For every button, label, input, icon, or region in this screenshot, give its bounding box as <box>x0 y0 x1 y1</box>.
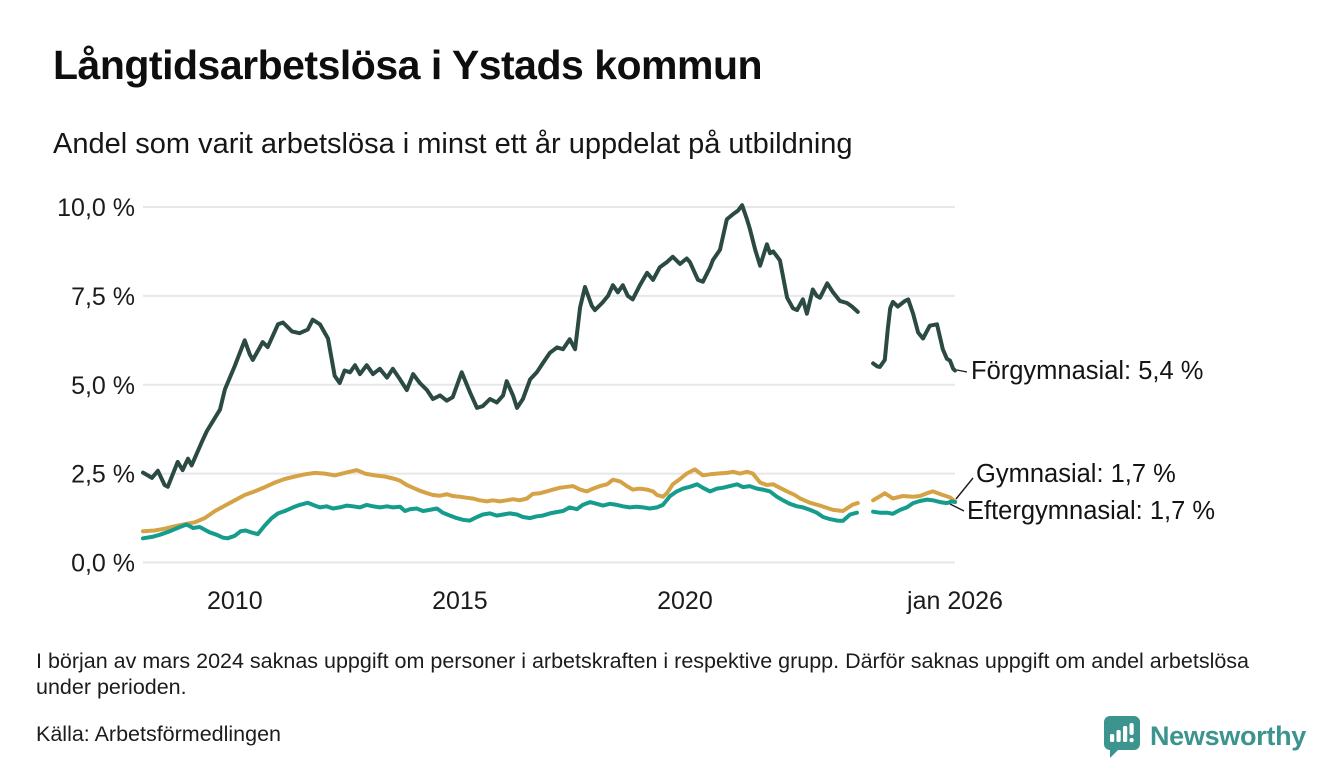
newsworthy-logo-icon <box>1103 716 1140 758</box>
y-axis-tick-label: 7,5 % <box>71 283 135 311</box>
annotation-connector <box>956 369 968 373</box>
series-end-label-eftergymnasial: Eftergymnasial: 1,7 % <box>967 497 1215 525</box>
x-axis-tick-label: 2015 <box>432 587 488 615</box>
page-subtitle: Andel som varit arbetslösa i minst ett å… <box>53 128 853 160</box>
series-line-eftergymnasial <box>871 497 957 516</box>
series-line-eftergymnasial <box>141 482 859 541</box>
y-axis-tick-label: 10,0 % <box>57 194 135 222</box>
annotation-connector <box>949 503 965 512</box>
unemployment-line-chart: 0,0 % 2,5 % 5,0 % 7,5 % 10,0 % 2010 2015 2020 ja… <box>57 194 1215 615</box>
bar-medium <box>1116 730 1121 742</box>
newsworthy-branding: Newsworthy <box>1101 714 1306 758</box>
series-end-label-förgymnasial: Förgymnasial: 5,4 % <box>971 357 1203 385</box>
exclamation-stem <box>1129 723 1134 735</box>
annotation-connector <box>955 477 974 500</box>
y-axis-tick-label: 5,0 % <box>71 372 135 400</box>
y-axis-tick-label: 0,0 % <box>71 550 135 578</box>
series-end-label-gymnasial: Gymnasial: 1,7 % <box>976 460 1176 488</box>
footnote-text: I början av mars 2024 saknas uppgift om … <box>36 649 1250 700</box>
speech-bubble-shape <box>1103 716 1140 758</box>
source-text: Källa: Arbetsförmedlingen <box>36 722 282 746</box>
series-line-gymnasial <box>871 489 957 504</box>
newsworthy-wordmark: Newsworthy <box>1149 720 1306 751</box>
exclamation-dot <box>1129 738 1134 743</box>
x-axis-tick-label: 2020 <box>657 587 713 615</box>
bar-tall <box>1122 726 1128 742</box>
series-line-förgymnasial <box>141 203 860 489</box>
x-axis-tick-label: 2010 <box>207 587 263 615</box>
page-title: Långtidsarbetslösa i Ystads kommun <box>53 42 763 88</box>
bar-small <box>1109 734 1115 742</box>
series-line-förgymnasial <box>871 297 957 373</box>
y-axis-tick-label: 2,5 % <box>71 461 135 489</box>
x-axis-tick-label: jan 2026 <box>906 587 1003 615</box>
series-line-gymnasial <box>141 467 860 534</box>
